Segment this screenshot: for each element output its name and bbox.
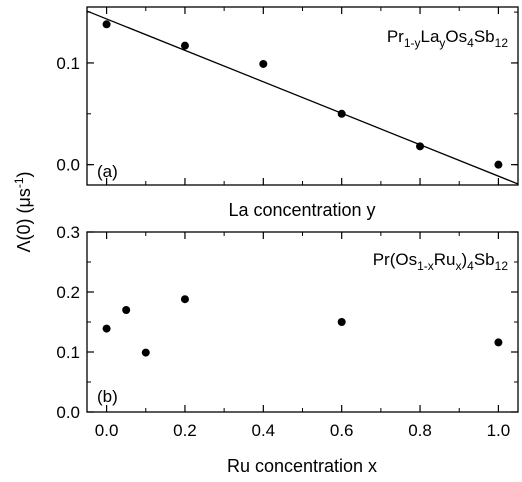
panel-b-xtick-label: 1.0 [487,421,511,440]
panel-a-ticks [87,7,518,185]
panel-a-data-point [337,109,346,118]
panel-b-ytick-label: 0.1 [56,343,80,362]
panel-b-xtick-label: 0.2 [173,421,197,440]
panel-b-data-point [102,324,111,333]
panel-a-label: (a) [97,162,118,181]
panel-b-data-point [494,338,503,347]
panel-a-marks [86,10,519,185]
panel-b-marks [102,295,503,357]
panel-b-xtick-label: 0.6 [330,421,354,440]
panel-b-data-point [337,318,346,326]
panel-a-data-point [259,59,268,68]
panel-b-compound-label: Pr(Os1-xRux)4Sb12 [373,250,509,273]
panel-b-data-point [122,306,131,314]
panel-b-ticks [87,231,518,413]
panel-a: 0.0 0.1 Pr1-yLayOs4Sb12 (a) [56,6,519,186]
panel-b-xtick-label: 0.4 [251,421,275,440]
panel-b-data-point [141,348,150,357]
panel-b-data-point [180,295,189,304]
panel-a-compound-label: Pr1-yLayOs4Sb12 [387,27,508,50]
panel-a-xlabel: La concentration y [228,200,375,220]
panel-a-tick-labels: 0.0 0.1 [56,54,80,175]
panel-b-label: (b) [97,387,118,406]
panel-b-ytick-label: 0.2 [56,283,80,302]
panel-a-data-point [416,142,425,151]
panel-b-xtick-label: 0.0 [95,421,119,440]
panel-b-xlabel: Ru concentration x [227,456,377,476]
panel-a-ytick-label: 0.0 [56,156,80,175]
panel-b-ytick-label: 0.3 [56,223,80,242]
panel-b: 0.0 0.1 0.2 0.3 0.0 0.2 0.4 0.6 0.8 1.0 Pr(Os1-xR… [56,223,519,440]
panel-a-data-point [102,20,111,29]
panel-b-xtick-label: 0.8 [408,421,432,440]
panel-a-data-point [180,41,189,50]
panel-b-tick-labels: 0.0 0.1 0.2 0.3 0.0 0.2 0.4 0.6 0.8 1.0 [56,223,510,440]
shared-ylabel: Λ(0) (μs-1) [12,171,34,252]
panel-a-ytick-label: 0.1 [56,54,80,73]
panel-a-data-point [494,160,503,169]
panel-a-fit-line [86,10,519,185]
panel-b-ytick-label: 0.0 [56,403,80,422]
